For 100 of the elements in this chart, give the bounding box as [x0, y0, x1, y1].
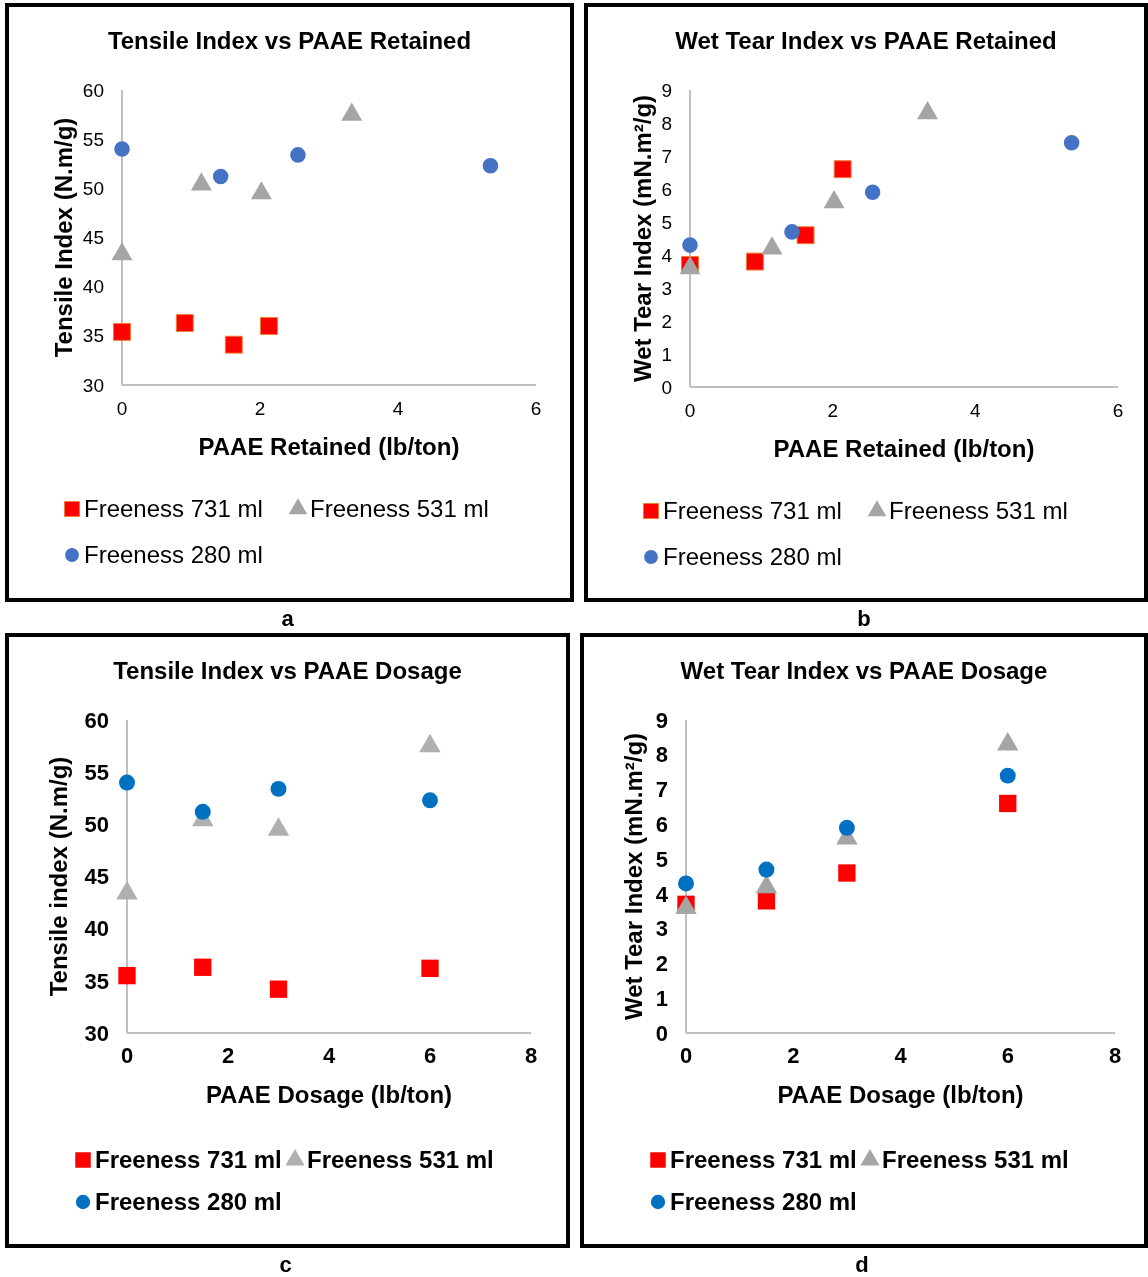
legend-label: Freeness 280 ml	[95, 1188, 282, 1215]
y-tick-label: 6	[661, 178, 672, 200]
y-tick-label: 35	[82, 325, 104, 347]
x-tick-label: 4	[894, 1043, 908, 1068]
point	[745, 252, 764, 271]
x-tick-label: 2	[827, 400, 838, 421]
point	[758, 861, 775, 878]
point	[838, 819, 855, 836]
y-tick-label: 8	[661, 112, 672, 134]
point	[422, 792, 438, 809]
legend-label: Freeness 731 ml	[84, 495, 263, 522]
y-axis-title: Tensile index (N.m/g)	[45, 756, 72, 997]
x-axis-title: PAAE Dosage (lb/ton)	[205, 1081, 453, 1108]
point	[678, 875, 694, 892]
x-tick-label: 2	[787, 1043, 800, 1068]
x-tick-label: 8	[1108, 1043, 1122, 1068]
point	[796, 226, 815, 245]
x-tick-label: 6	[423, 1043, 437, 1068]
y-tick-label: 3	[661, 277, 672, 299]
y-tick-label: 3	[655, 916, 668, 942]
y-tick-label: 60	[84, 707, 109, 733]
y-axis-title: Wet Tear Index (mN.m²/g)	[629, 94, 656, 383]
point	[194, 803, 211, 820]
y-tick-label: 1	[655, 985, 668, 1011]
legend-label: Freeness 731 ml	[95, 1146, 282, 1173]
point	[114, 141, 130, 157]
point	[833, 160, 852, 179]
legend-label: Freeness 280 ml	[84, 541, 263, 568]
legend-label: Freeness 531 ml	[889, 497, 1068, 524]
y-axis-title: Tensile Index (N.m/g)	[50, 117, 77, 358]
x-tick-label: 0	[120, 1043, 134, 1068]
point	[212, 168, 229, 185]
x-tick-label: 6	[1001, 1043, 1014, 1068]
legend-label: Freeness 731 ml	[663, 497, 842, 524]
chart-title: Tensile Index vs PAAE Dosage	[113, 657, 462, 684]
y-tick-label: 35	[84, 968, 109, 994]
y-tick-label: 7	[655, 777, 668, 803]
y-tick-label: 8	[655, 742, 668, 768]
chart-title: Tensile Index vs PAAE Retained	[107, 27, 472, 54]
x-tick-label: 2	[254, 398, 266, 419]
y-tick-label: 50	[84, 812, 109, 838]
y-tick-label: 30	[84, 1020, 109, 1046]
point	[864, 184, 881, 201]
x-tick-label: 2	[221, 1043, 235, 1068]
y-tick-label: 45	[84, 864, 109, 890]
legend-label: Freeness 731 ml	[670, 1146, 857, 1173]
point	[113, 322, 131, 341]
x-axis-title: PAAE Retained (lb/ton)	[198, 433, 460, 460]
legend-label: Freeness 531 ml	[310, 495, 489, 522]
point	[194, 958, 212, 976]
point	[224, 335, 243, 354]
y-tick-label: 4	[661, 244, 673, 266]
point	[260, 317, 278, 335]
point	[482, 157, 499, 174]
y-tick-label: 2	[655, 951, 668, 977]
point	[999, 767, 1016, 784]
y-axis-title: Wet Tear Index (mN.m²/g)	[620, 732, 647, 1021]
x-axis-title: PAAE Retained (lb/ton)	[773, 435, 1035, 462]
point	[757, 892, 776, 910]
legend-label: Freeness 280 ml	[670, 1188, 857, 1215]
x-tick-label: 0	[679, 1043, 693, 1068]
y-tick-label: 55	[84, 759, 109, 785]
x-tick-label: 0	[116, 398, 128, 419]
point	[175, 314, 194, 332]
y-tick-label: 0	[655, 1020, 668, 1046]
y-tick-label: 45	[82, 227, 104, 249]
y-tick-label: 40	[84, 916, 109, 942]
y-tick-label: 1	[661, 343, 672, 365]
text: a	[281, 606, 295, 631]
y-tick-label: 7	[661, 145, 672, 167]
y-tick-label: 6	[655, 812, 668, 838]
text: b	[857, 606, 871, 631]
x-tick-label: 6	[530, 398, 542, 419]
point	[682, 237, 698, 253]
text: c	[279, 1252, 292, 1277]
point	[270, 780, 287, 797]
point	[999, 794, 1017, 813]
text: d	[855, 1252, 869, 1277]
point	[118, 966, 136, 985]
y-tick-label: 5	[655, 846, 668, 872]
y-tick-label: 4	[655, 881, 669, 907]
x-tick-label: 4	[322, 1043, 336, 1068]
x-tick-label: 4	[392, 398, 404, 419]
y-tick-label: 40	[82, 276, 104, 298]
y-tick-label: 55	[82, 128, 104, 150]
y-tick-label: 30	[82, 374, 104, 396]
x-tick-label: 0	[684, 400, 696, 421]
x-tick-label: 8	[524, 1043, 538, 1068]
y-tick-label: 2	[661, 310, 672, 332]
legend-label: Freeness 531 ml	[882, 1146, 1069, 1173]
y-tick-label: 9	[661, 79, 672, 101]
point	[290, 147, 306, 163]
y-tick-label: 50	[82, 177, 104, 199]
x-tick-label: 6	[1112, 400, 1124, 421]
point	[269, 980, 288, 998]
y-tick-label: 9	[655, 707, 668, 733]
legend-label: Freeness 280 ml	[663, 543, 842, 570]
y-tick-label: 60	[82, 79, 104, 101]
point	[838, 864, 856, 882]
y-tick-label: 5	[661, 211, 672, 233]
